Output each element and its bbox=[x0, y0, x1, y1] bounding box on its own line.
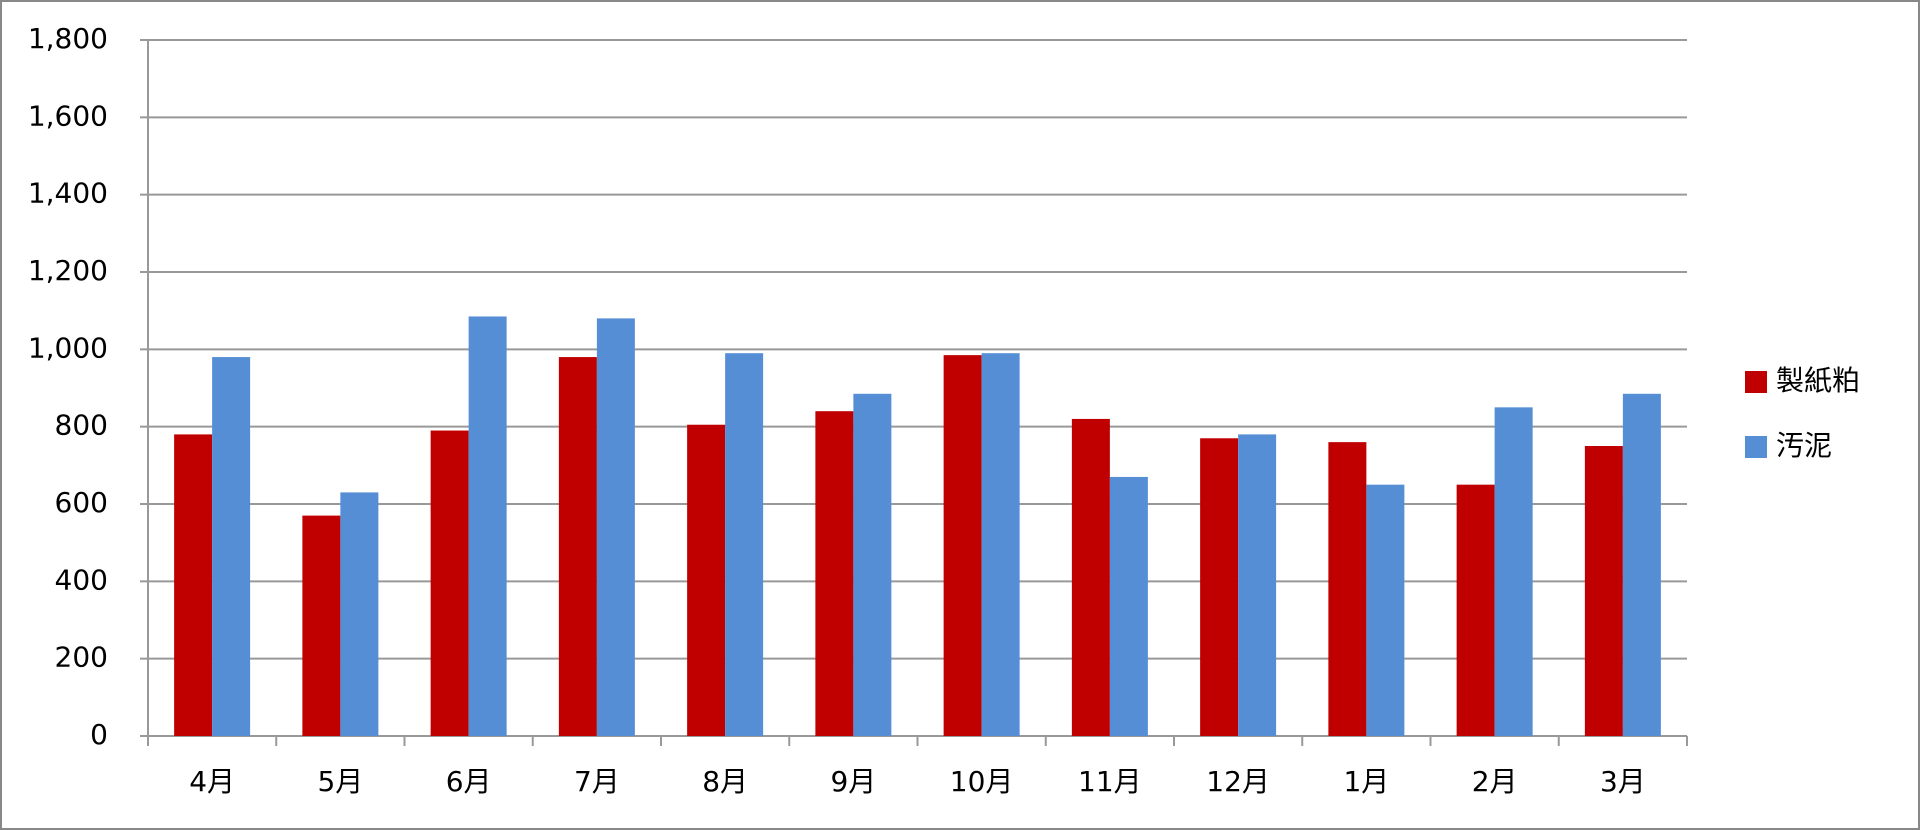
x-tick-label: 5月 bbox=[317, 765, 363, 798]
bar bbox=[1200, 438, 1239, 736]
y-tick-label: 600 bbox=[55, 486, 108, 519]
bar bbox=[943, 355, 982, 736]
legend-swatch bbox=[1745, 371, 1767, 393]
x-tick-label: 4月 bbox=[189, 765, 235, 798]
bar bbox=[174, 434, 213, 736]
bar bbox=[340, 492, 379, 736]
bar bbox=[1622, 393, 1661, 736]
bar bbox=[558, 357, 597, 736]
legend-swatch bbox=[1745, 436, 1767, 458]
y-tick-label: 200 bbox=[55, 641, 108, 674]
bar bbox=[1366, 484, 1405, 736]
y-tick-label: 0 bbox=[90, 718, 108, 751]
bar bbox=[1071, 418, 1110, 736]
y-tick-label: 800 bbox=[55, 409, 108, 442]
bar bbox=[1494, 407, 1533, 736]
legend-label: 汚泥 bbox=[1776, 429, 1832, 462]
bar bbox=[815, 411, 854, 736]
legend-label: 製紙粕 bbox=[1776, 364, 1860, 397]
y-tick-label: 1,000 bbox=[28, 331, 108, 364]
bar bbox=[853, 393, 892, 736]
y-tick-label: 1,800 bbox=[28, 22, 108, 55]
x-tick-label: 9月 bbox=[830, 765, 876, 798]
x-tick-label: 12月 bbox=[1206, 765, 1270, 798]
x-tick-label: 8月 bbox=[702, 765, 748, 798]
bar bbox=[302, 515, 341, 736]
bar bbox=[430, 430, 469, 736]
bar bbox=[212, 357, 251, 736]
y-tick-label: 1,600 bbox=[28, 99, 108, 132]
y-tick-label: 400 bbox=[55, 563, 108, 596]
bar bbox=[1109, 476, 1148, 736]
bar bbox=[1456, 484, 1495, 736]
y-tick-label: 1,200 bbox=[28, 254, 108, 287]
bar bbox=[1584, 446, 1623, 736]
x-tick-label: 1月 bbox=[1343, 765, 1389, 798]
x-tick-label: 10月 bbox=[950, 765, 1014, 798]
bar bbox=[687, 424, 726, 736]
bar bbox=[596, 318, 635, 736]
y-tick-label: 1,400 bbox=[28, 177, 108, 210]
x-tick-label: 7月 bbox=[574, 765, 620, 798]
x-tick-label: 11月 bbox=[1078, 765, 1142, 798]
bar bbox=[468, 316, 507, 736]
bar bbox=[1328, 442, 1367, 736]
bar bbox=[725, 353, 764, 736]
bar bbox=[981, 353, 1020, 736]
x-tick-label: 3月 bbox=[1600, 765, 1646, 798]
x-tick-label: 6月 bbox=[446, 765, 492, 798]
bar bbox=[1238, 434, 1277, 736]
x-tick-label: 2月 bbox=[1472, 765, 1518, 798]
